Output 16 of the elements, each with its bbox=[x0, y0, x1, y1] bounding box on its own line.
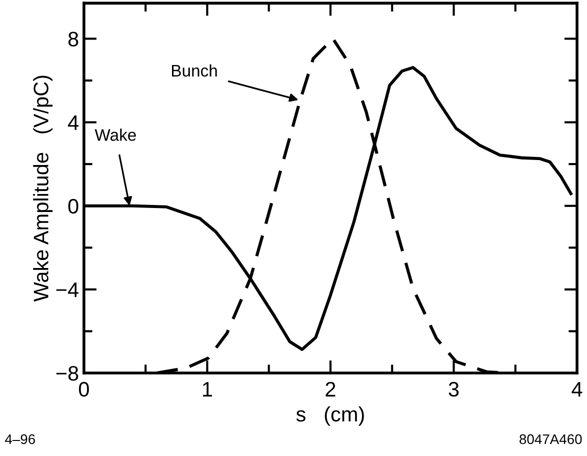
text: 4–96 bbox=[5, 434, 35, 444]
y-tick-label: −8 bbox=[56, 366, 78, 381]
y-tick-label: 4 bbox=[68, 116, 78, 130]
x-axis-title: s (cm) bbox=[296, 406, 364, 426]
x-tick-label: 2 bbox=[326, 382, 336, 396]
x-tick-label: 3 bbox=[448, 382, 459, 397]
y-axis-title: Wake Amplitude (V/pC) bbox=[33, 76, 53, 302]
y-tick-label: 0 bbox=[68, 198, 78, 214]
text: 8047A460 bbox=[520, 434, 582, 444]
annotation: Bunch bbox=[172, 64, 217, 77]
y-tick-label: 8 bbox=[68, 32, 78, 46]
annotation: Wake bbox=[94, 128, 136, 141]
x-tick-label: 1 bbox=[203, 382, 212, 396]
x-tick-label: 0 bbox=[78, 382, 89, 397]
x-tick-label: 4 bbox=[572, 382, 582, 396]
y-tick-label: −4 bbox=[56, 282, 78, 297]
